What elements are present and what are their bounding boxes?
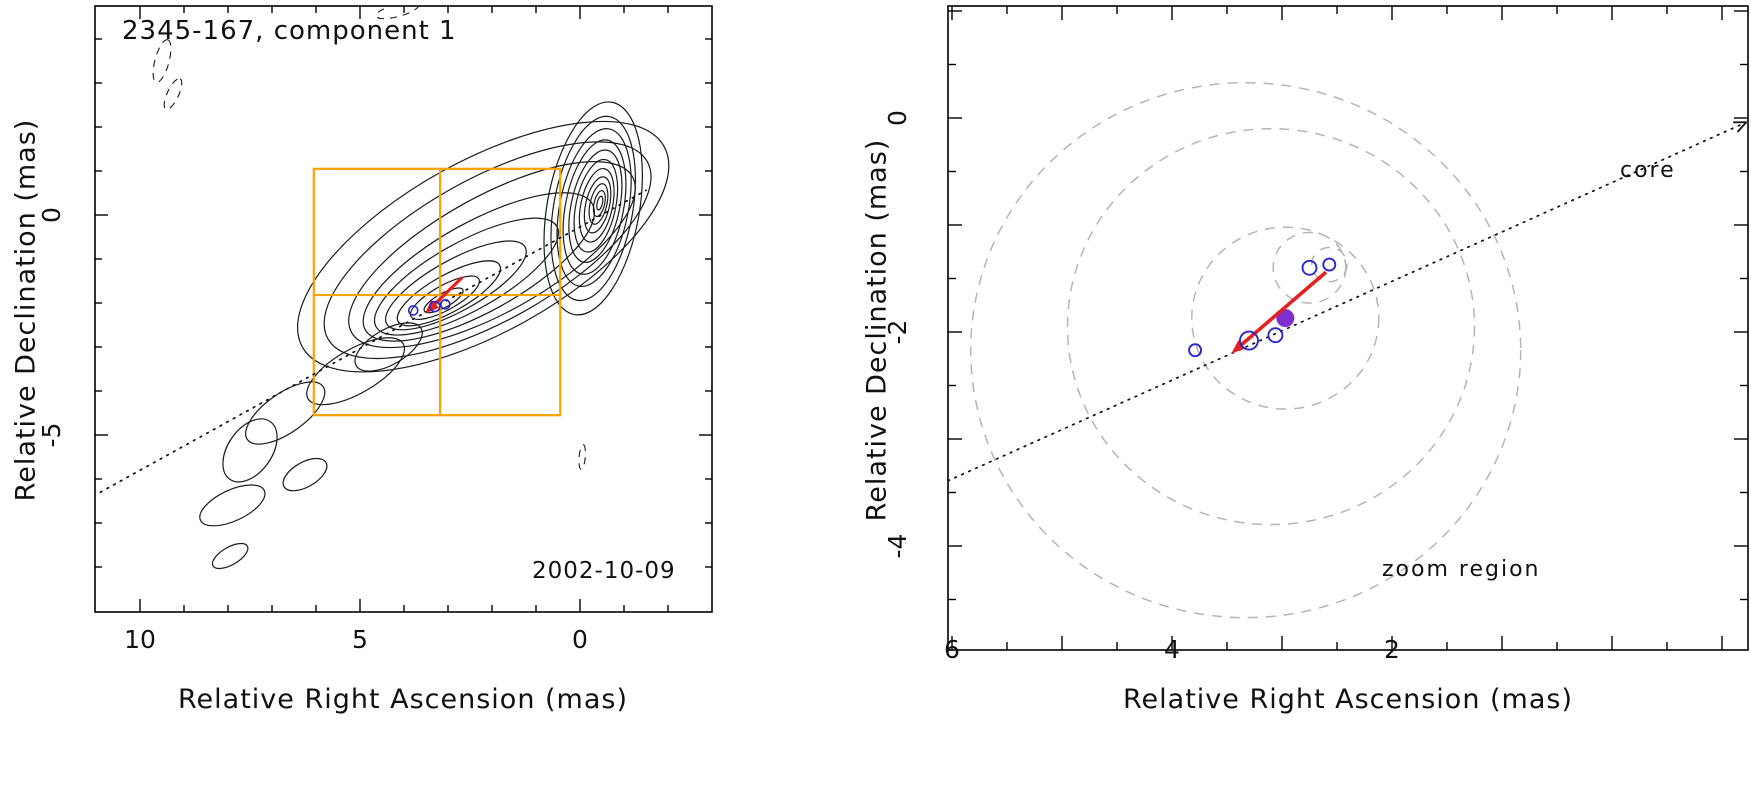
y-tick-label: -4 [883,534,912,559]
component-size-circle [1066,127,1476,526]
contour-line [323,141,652,360]
component-marker-open [428,300,441,313]
component-size-circle [1191,226,1380,410]
contour-line [362,192,595,342]
left-y-axis-title: Relative Declination (mas) [10,118,42,502]
contour-line [211,542,249,570]
contour-line [306,337,406,406]
contour-line [596,195,604,211]
epoch-date-label: 2002-10-09 [532,558,676,584]
zoom-region-box [312,167,562,417]
component-marker-open [407,305,419,316]
y-tick-label: -5 [37,423,66,448]
right-panel: 6 4 2 0 -2 -4 [883,5,1749,664]
component-marker-open [1188,343,1203,358]
core-direction-arrowhead [1736,121,1747,133]
contour-line [384,240,527,331]
zoom-region-label: zoom region [1382,557,1541,582]
contour-line [409,275,480,320]
right-y-axis-title: Relative Declination (mas) [861,138,893,522]
velocity-arrow [429,276,464,310]
right-axes-frame [947,5,1749,651]
contour-line [573,158,619,253]
y-tick-label: 0 [37,207,66,223]
velocity-arrow-head [1231,340,1246,354]
contour-line [550,115,637,302]
contour-line [222,418,278,483]
negative-contour-line [152,39,172,83]
contour-line [568,149,623,263]
contour-line [348,161,636,349]
component-marker-open [1322,257,1337,272]
x-tick-label: 6 [944,635,960,664]
contour-line [282,457,328,492]
component-marker-filled [1276,309,1295,328]
contour-line [297,120,670,373]
velocity-arrow-head [425,299,439,314]
left-axes-frame [94,5,713,613]
left-x-axis-title: Relative Right Ascension (mas) [177,684,629,715]
jet-axis-dotted-line [99,189,647,494]
contour-line [592,190,606,218]
x-tick-label: 0 [572,625,588,654]
x-tick-label: 10 [124,625,156,654]
contour-line [354,322,423,372]
core-direction-label: core [1620,158,1676,183]
contour-line [588,183,609,225]
contour-line [562,139,627,275]
right-x-axis-title: Relative Right Ascension (mas) [1122,684,1574,715]
component-marker-open [1267,327,1284,344]
x-tick-label: 4 [1164,635,1180,664]
jet-axis-dotted-line [948,121,1748,482]
contour-line [245,381,326,445]
negative-contour-line [578,444,587,470]
contour-line [199,484,266,527]
velocity-arrow [1235,270,1328,351]
y-tick-label: 0 [883,110,912,126]
y-tick-label: -2 [883,320,912,345]
x-tick-label: 2 [1384,635,1400,664]
x-tick-label: 5 [352,625,368,654]
contour-line [583,176,612,234]
component-size-circle [1272,231,1347,304]
source-component-title: 2345-167, component 1 [122,16,457,46]
component-marker-open [440,299,451,310]
contour-line [543,101,643,316]
negative-contour-line [163,78,183,110]
component-marker-open [1301,259,1318,276]
component-marker-open [1239,330,1259,351]
component-size-circle [1310,246,1348,283]
component-size-circle [969,81,1522,619]
left-panel: 10 5 0 0 -5 [37,5,713,654]
